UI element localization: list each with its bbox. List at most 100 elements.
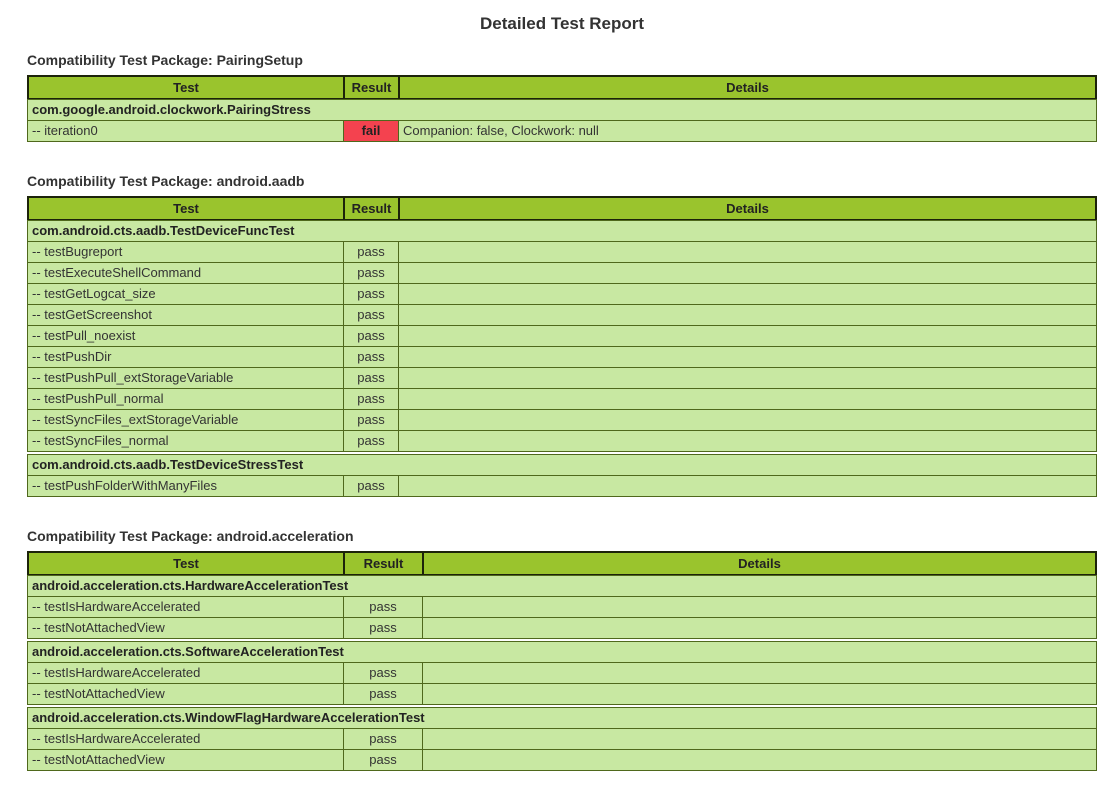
test-case-name: com.google.android.clockwork.PairingStre… [27, 99, 1097, 121]
package-heading: Compatibility Test Package: android.aadb [27, 173, 305, 189]
test-row: -- iteration0 fail Companion: false, Clo… [27, 120, 1097, 142]
test-case-row: com.google.android.clockwork.PairingStre… [27, 99, 1097, 121]
test-name-cell: -- testNotAttachedView [27, 749, 344, 771]
result-cell: pass [343, 430, 399, 452]
test-name-cell: -- testIsHardwareAccelerated [27, 662, 344, 684]
test-name-cell: -- testPull_noexist [27, 325, 344, 347]
test-row: -- testBugreport pass [27, 241, 1097, 263]
details-cell [398, 409, 1097, 431]
test-name-cell: -- testNotAttachedView [27, 683, 344, 705]
test-row: -- testSyncFiles_normal pass [27, 430, 1097, 452]
column-header-test: Test [27, 551, 345, 576]
page-title: Detailed Test Report [479, 14, 645, 33]
test-row: -- testNotAttachedView pass [27, 749, 1097, 771]
test-name-cell: -- testPushPull_extStorageVariable [27, 367, 344, 389]
test-row: -- testGetScreenshot pass [27, 304, 1097, 326]
test-row: -- testIsHardwareAccelerated pass [27, 728, 1097, 750]
test-row: -- testIsHardwareAccelerated pass [27, 662, 1097, 684]
column-header-details: Details [398, 196, 1097, 221]
test-name-cell: -- testPushFolderWithManyFiles [27, 475, 344, 497]
result-cell: pass [343, 262, 399, 284]
results-header-table: Test Result Details [27, 75, 1097, 100]
details-cell [398, 346, 1097, 368]
column-header-test: Test [27, 75, 345, 100]
column-header-row: Test Result Details [27, 75, 1097, 100]
test-row: -- testNotAttachedView pass [27, 617, 1097, 639]
test-case-row: android.acceleration.cts.HardwareAcceler… [27, 575, 1097, 597]
test-name-cell: -- testGetLogcat_size [27, 283, 344, 305]
results-header-table: Test Result Details [27, 196, 1097, 221]
test-row: -- testPull_noexist pass [27, 325, 1097, 347]
test-case-name: android.acceleration.cts.HardwareAcceler… [27, 575, 1097, 597]
details-cell [398, 430, 1097, 452]
details-cell [422, 662, 1097, 684]
details-cell [398, 241, 1097, 263]
column-header-result: Result [343, 551, 424, 576]
details-cell [398, 367, 1097, 389]
cases-container: com.google.android.clockwork.PairingStre… [27, 99, 1097, 142]
column-header-result: Result [343, 75, 400, 100]
result-cell: pass [343, 728, 423, 750]
cases-container: com.android.cts.aadb.TestDeviceFuncTest … [27, 220, 1097, 497]
test-row: -- testSyncFiles_extStorageVariable pass [27, 409, 1097, 431]
column-header-row: Test Result Details [27, 551, 1097, 576]
details-cell [398, 325, 1097, 347]
test-case-name: com.android.cts.aadb.TestDeviceFuncTest [27, 220, 1097, 242]
test-row: -- testPushFolderWithManyFiles pass [27, 475, 1097, 497]
package-heading: Compatibility Test Package: android.acce… [27, 528, 354, 544]
test-case-name: android.acceleration.cts.SoftwareAcceler… [27, 641, 1097, 663]
packages-container: Compatibility Test Package: PairingSetup… [27, 52, 1097, 771]
result-cell: pass [343, 241, 399, 263]
test-row: -- testNotAttachedView pass [27, 683, 1097, 705]
result-cell: pass [343, 475, 399, 497]
details-cell [398, 304, 1097, 326]
test-name-cell: -- testIsHardwareAccelerated [27, 596, 344, 618]
column-header-details: Details [422, 551, 1097, 576]
test-case-table: android.acceleration.cts.HardwareAcceler… [27, 575, 1097, 639]
details-cell [398, 262, 1097, 284]
test-case-table: com.google.android.clockwork.PairingStre… [27, 99, 1097, 142]
test-row: -- testIsHardwareAccelerated pass [27, 596, 1097, 618]
details-cell [422, 728, 1097, 750]
column-header-test: Test [27, 196, 345, 221]
test-name-cell: -- testIsHardwareAccelerated [27, 728, 344, 750]
test-case-table: com.android.cts.aadb.TestDeviceFuncTest … [27, 220, 1097, 452]
package-section: Compatibility Test Package: android.acce… [27, 528, 1097, 771]
test-row: -- testPushPull_extStorageVariable pass [27, 367, 1097, 389]
result-cell: pass [343, 662, 423, 684]
test-row: -- testExecuteShellCommand pass [27, 262, 1097, 284]
test-name-cell: -- testBugreport [27, 241, 344, 263]
result-cell: pass [343, 617, 423, 639]
test-case-table: android.acceleration.cts.SoftwareAcceler… [27, 641, 1097, 705]
test-case-table: com.android.cts.aadb.TestDeviceStressTes… [27, 454, 1097, 497]
test-name-cell: -- testSyncFiles_normal [27, 430, 344, 452]
result-cell: pass [343, 749, 423, 771]
details-cell [422, 617, 1097, 639]
column-header-result: Result [343, 196, 400, 221]
test-row: -- testGetLogcat_size pass [27, 283, 1097, 305]
test-row: -- testPushDir pass [27, 346, 1097, 368]
test-name-cell: -- testPushDir [27, 346, 344, 368]
cases-container: android.acceleration.cts.HardwareAcceler… [27, 575, 1097, 771]
result-cell: pass [343, 325, 399, 347]
result-cell: pass [343, 409, 399, 431]
result-cell: pass [343, 346, 399, 368]
details-cell [398, 475, 1097, 497]
details-cell: Companion: false, Clockwork: null [398, 120, 1097, 142]
test-name-cell: -- iteration0 [27, 120, 344, 142]
result-cell: pass [343, 304, 399, 326]
result-cell: pass [343, 283, 399, 305]
test-case-row: com.android.cts.aadb.TestDeviceFuncTest [27, 220, 1097, 242]
details-cell [398, 388, 1097, 410]
test-name-cell: -- testExecuteShellCommand [27, 262, 344, 284]
details-cell [422, 596, 1097, 618]
test-row: -- testPushPull_normal pass [27, 388, 1097, 410]
result-cell: fail [343, 120, 399, 142]
test-case-row: android.acceleration.cts.WindowFlagHardw… [27, 707, 1097, 729]
results-header-table: Test Result Details [27, 551, 1097, 576]
test-case-name: android.acceleration.cts.WindowFlagHardw… [27, 707, 1097, 729]
result-cell: pass [343, 683, 423, 705]
details-cell [422, 683, 1097, 705]
test-case-row: com.android.cts.aadb.TestDeviceStressTes… [27, 454, 1097, 476]
package-section: Compatibility Test Package: android.aadb… [27, 173, 1097, 497]
